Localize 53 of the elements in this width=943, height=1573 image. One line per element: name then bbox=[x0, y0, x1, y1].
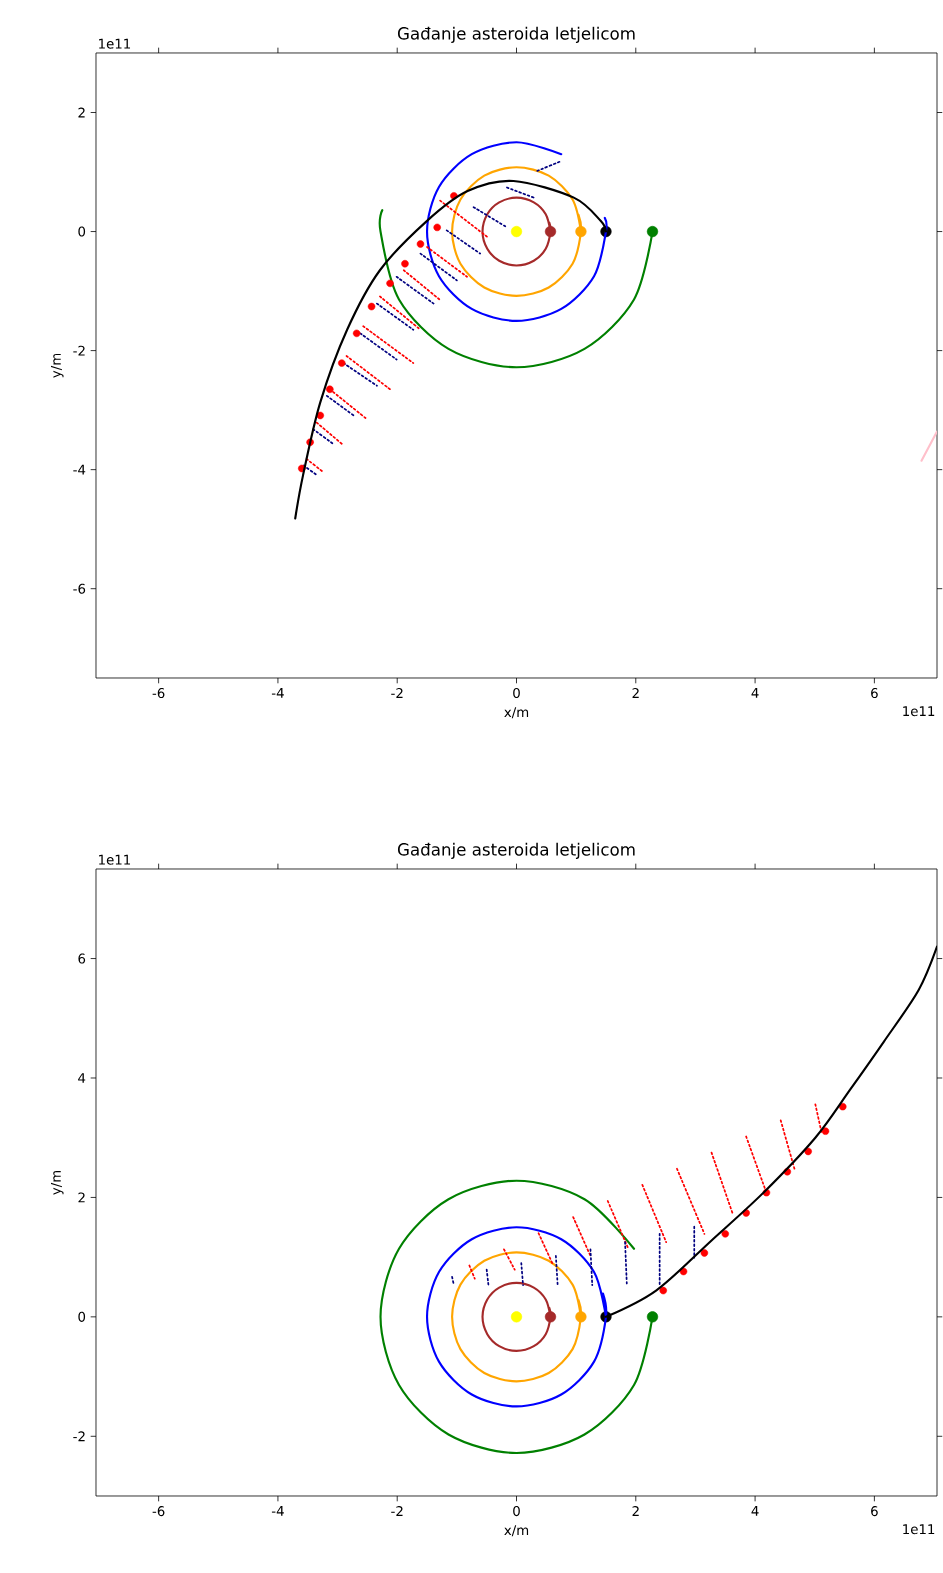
y-tick-label: 2 bbox=[78, 1192, 85, 1203]
x-tick-label: 4 bbox=[751, 1506, 759, 1516]
x-tick-label: -4 bbox=[272, 688, 284, 698]
point bbox=[721, 1230, 730, 1238]
point bbox=[511, 225, 523, 238]
point bbox=[821, 1127, 830, 1135]
y-tick-label: 4 bbox=[78, 1073, 86, 1083]
x-tick-label: 6 bbox=[871, 1506, 878, 1517]
y-tick-label: -2 bbox=[73, 345, 85, 356]
x-tick-label: -6 bbox=[152, 1506, 165, 1517]
point bbox=[338, 359, 346, 367]
x-tick-label: -2 bbox=[391, 1506, 403, 1516]
y-tick-label: 6 bbox=[78, 953, 86, 964]
chart-title: Gađanje asteroida letjelicom bbox=[398, 26, 635, 43]
x-tick-label: 2 bbox=[632, 1506, 639, 1516]
y-tick-label: 2 bbox=[78, 107, 85, 118]
x-tick-label: -2 bbox=[391, 688, 403, 698]
x-tick-label: 0 bbox=[513, 688, 520, 699]
point bbox=[326, 385, 334, 394]
y-axis-title: y/m bbox=[51, 1170, 64, 1195]
y-tick-label: 0 bbox=[78, 226, 86, 237]
text: 1e11 bbox=[99, 854, 131, 865]
point bbox=[386, 279, 394, 288]
y-tick-label: -4 bbox=[73, 464, 86, 475]
point bbox=[353, 329, 361, 338]
x-tick-label: 0 bbox=[513, 1506, 520, 1517]
point bbox=[416, 240, 425, 248]
y-tick-label: 0 bbox=[78, 1311, 86, 1322]
text: 1e11 bbox=[903, 706, 935, 717]
point bbox=[659, 1286, 668, 1295]
x-tick-label: 6 bbox=[871, 688, 878, 699]
y-tick-label: -6 bbox=[73, 583, 86, 594]
point bbox=[647, 1311, 659, 1323]
point bbox=[433, 223, 442, 232]
text: 1e11 bbox=[99, 38, 131, 49]
point bbox=[804, 1147, 813, 1156]
point bbox=[316, 411, 325, 420]
y-axis-title: y/m bbox=[51, 353, 64, 378]
x-tick-label: -6 bbox=[152, 688, 165, 699]
y-tick-label: -2 bbox=[73, 1431, 85, 1442]
x-axis-title: x/m bbox=[504, 1525, 529, 1537]
x-tick-label: 2 bbox=[632, 688, 639, 698]
chart-title: Gađanje asteroida letjelicom bbox=[398, 842, 635, 859]
point bbox=[367, 302, 376, 311]
point bbox=[700, 1249, 709, 1257]
point bbox=[647, 225, 659, 238]
point bbox=[401, 259, 409, 268]
x-tick-label: 4 bbox=[751, 688, 759, 698]
point bbox=[511, 1311, 523, 1323]
x-axis-title: x/m bbox=[504, 707, 529, 719]
point bbox=[679, 1267, 688, 1276]
text: 1e11 bbox=[903, 1524, 935, 1535]
x-tick-label: -4 bbox=[272, 1506, 284, 1516]
